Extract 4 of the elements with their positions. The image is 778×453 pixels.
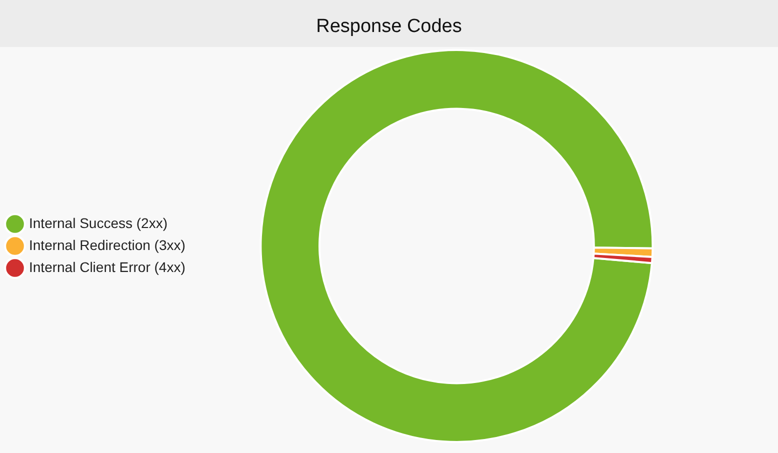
legend-label: Internal Success (2xx)	[29, 214, 168, 231]
legend-label: Internal Client Error (4xx)	[29, 258, 186, 275]
chart-title: Response Codes	[0, 0, 778, 47]
legend-label: Internal Redirection (3xx)	[29, 236, 186, 253]
